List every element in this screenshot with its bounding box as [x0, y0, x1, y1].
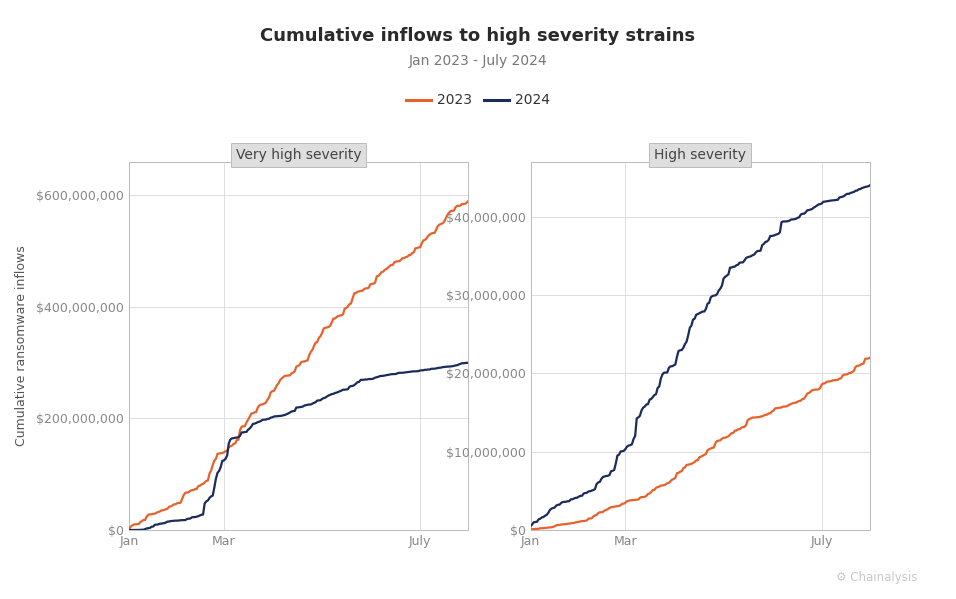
Text: Cumulative inflows to high severity strains: Cumulative inflows to high severity stra…	[260, 27, 696, 45]
Title: Very high severity: Very high severity	[236, 148, 361, 162]
Text: Jan 2023 - July 2024: Jan 2023 - July 2024	[408, 54, 548, 68]
Text: ⚙ Chainalysis: ⚙ Chainalysis	[836, 571, 918, 584]
Legend: 2023, 2024: 2023, 2024	[400, 88, 556, 113]
Title: High severity: High severity	[654, 148, 747, 162]
Y-axis label: Cumulative ransomware inflows: Cumulative ransomware inflows	[15, 246, 28, 446]
